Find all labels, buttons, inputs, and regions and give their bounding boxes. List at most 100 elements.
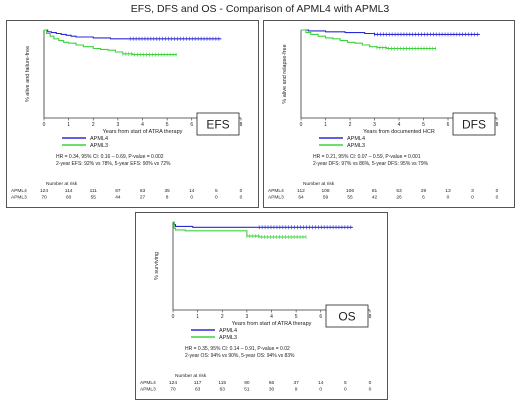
efs-risk-count: 0 <box>215 195 218 201</box>
efs-risk-count: 8 <box>166 195 169 201</box>
os-risk-count: 9 <box>295 387 298 393</box>
os-y-axis-label: % surviving <box>154 252 160 280</box>
dfs-risk-count: 112 <box>297 188 305 194</box>
dfs-x-tick-label: 1 <box>324 122 327 128</box>
os-risk-count: 63 <box>220 387 226 393</box>
dfs-risk-count: 26 <box>396 195 402 201</box>
page-title: EFS, DFS and OS - Comparison of APML4 wi… <box>130 3 390 15</box>
os-risk-row-label: APML4 <box>140 380 156 386</box>
efs-risk-count: 0 <box>240 195 243 201</box>
os-risk-count: 115 <box>218 380 226 386</box>
dfs-x-tick-label: 5 <box>422 122 425 128</box>
dfs-stats-line: 2-year DFS: 97% vs 86%, 5-year DFS: 95% … <box>313 161 429 167</box>
os-stats-line: 2-year OS: 94% vs 90%, 5-year OS: 94% vs… <box>185 353 295 359</box>
os-risk-count: 37 <box>293 380 299 386</box>
dfs-x-tick-label: 6 <box>447 122 450 128</box>
dfs-risk-count: 0 <box>447 195 450 201</box>
dfs-risk-count: 81 <box>372 188 378 194</box>
efs-legend-label-apml4: APML4 <box>90 136 108 142</box>
dfs-risk-row-label: APML3 <box>268 195 284 201</box>
os-risk-count: 0 <box>369 387 372 393</box>
dfs-series-apml3-line <box>301 29 436 50</box>
efs-x-tick-label: 3 <box>116 122 119 128</box>
efs-risk-count: 44 <box>115 195 121 201</box>
dfs-risk-count: 3 <box>471 188 474 194</box>
os-risk-header: Number at risk <box>175 373 207 379</box>
os-risk-count: 63 <box>195 387 201 393</box>
os-panel-label: OS <box>338 310 355 324</box>
efs-x-tick-label: 1 <box>67 122 70 128</box>
dfs-legend-label-apml4: APML4 <box>347 136 365 142</box>
efs-risk-count: 114 <box>65 188 73 194</box>
efs-x-tick-label: 8 <box>240 122 243 128</box>
dfs-chart-svg: % alive and relapse-free012345678Years f… <box>268 29 499 201</box>
dfs-y-axis-label: % alive and relapse-free <box>282 44 288 103</box>
efs-x-axis-label: Years from start of ATRA therapy <box>103 129 183 135</box>
dfs-risk-count: 42 <box>372 195 378 201</box>
dfs-risk-count: 29 <box>421 188 427 194</box>
efs-series-apml3-censor-marks <box>122 51 177 57</box>
dfs-risk-count: 6 <box>422 195 425 201</box>
efs-x-tick-label: 6 <box>190 122 193 128</box>
os-risk-count: 0 <box>344 387 347 393</box>
efs-risk-count: 124 <box>40 188 48 194</box>
efs-risk-count: 111 <box>90 188 98 194</box>
dfs-risk-count: 0 <box>496 188 499 194</box>
dfs-risk-header: Number at risk <box>303 181 335 187</box>
dfs-x-tick-label: 8 <box>496 122 499 128</box>
efs-risk-count: 63 <box>140 188 146 194</box>
efs-risk-count: 0 <box>190 195 193 201</box>
os-x-tick-label: 3 <box>245 314 248 320</box>
dfs-x-tick-label: 3 <box>373 122 376 128</box>
efs-risk-row-label: APML3 <box>11 195 27 201</box>
os-x-tick-label: 8 <box>369 314 372 320</box>
dfs-series-apml4-censor-marks <box>374 32 478 37</box>
dfs-risk-count: 55 <box>347 195 353 201</box>
dfs-panel-label: DFS <box>462 118 486 132</box>
efs-risk-count: 60 <box>66 195 72 201</box>
dfs-x-tick-label: 4 <box>398 122 401 128</box>
os-x-tick-label: 2 <box>221 314 224 320</box>
efs-stats-line: HR = 0.34, 95% CI: 0.16 – 0.69, P-value … <box>56 154 164 160</box>
os-risk-count: 90 <box>244 380 250 386</box>
dfs-risk-count: 53 <box>396 188 402 194</box>
efs-risk-count: 70 <box>41 195 47 201</box>
efs-x-tick-label: 0 <box>43 122 46 128</box>
dfs-risk-row-label: APML4 <box>268 188 284 194</box>
os-stats-line: HR = 0.35, 95% CI: 0.14 – 0.91, P-value … <box>185 346 290 352</box>
os-x-tick-label: 6 <box>319 314 322 320</box>
efs-x-tick-label: 5 <box>166 122 169 128</box>
efs-risk-count: 55 <box>91 195 97 201</box>
efs-risk-count: 27 <box>140 195 146 201</box>
efs-panel: % alive and failure-free012345678Years f… <box>6 20 259 208</box>
efs-risk-count: 0 <box>240 188 243 194</box>
efs-chart-svg: % alive and failure-free012345678Years f… <box>11 29 243 201</box>
dfs-legend-label-apml3: APML3 <box>347 143 365 149</box>
efs-series-apml3-line <box>44 29 177 56</box>
os-series-apml3-censor-marks <box>246 234 307 239</box>
dfs-panel-label-box <box>452 112 496 136</box>
os-panel: % surviving012345678Years from start of … <box>135 212 388 400</box>
efs-y-axis-label: % alive and failure-free <box>25 46 31 102</box>
os-x-tick-label: 5 <box>295 314 298 320</box>
os-legend-label-apml3: APML3 <box>219 335 237 341</box>
efs-risk-count: 87 <box>115 188 121 194</box>
dfs-x-tick-label: 0 <box>300 122 303 128</box>
efs-x-tick-label: 2 <box>92 122 95 128</box>
os-risk-count: 70 <box>170 387 176 393</box>
efs-risk-row-label: APML4 <box>11 188 27 194</box>
os-risk-count: 51 <box>244 387 250 393</box>
dfs-risk-count: 59 <box>323 195 329 201</box>
efs-risk-count: 5 <box>215 188 218 194</box>
efs-stats-line: 2-year EFS: 92% vs 78%, 5-year EFS: 90% … <box>56 161 171 167</box>
dfs-risk-count: 64 <box>298 195 304 201</box>
os-chart-svg: % surviving012345678Years from start of … <box>140 221 372 393</box>
os-risk-count: 66 <box>269 380 275 386</box>
efs-risk-count: 35 <box>164 188 170 194</box>
os-series-apml4-censor-marks <box>258 225 352 230</box>
efs-x-tick-label: 4 <box>141 122 144 128</box>
os-series-apml4-line <box>173 221 353 228</box>
os-x-tick-label: 4 <box>270 314 273 320</box>
dfs-risk-count: 0 <box>471 195 474 201</box>
efs-series-apml4-censor-marks <box>129 36 220 41</box>
